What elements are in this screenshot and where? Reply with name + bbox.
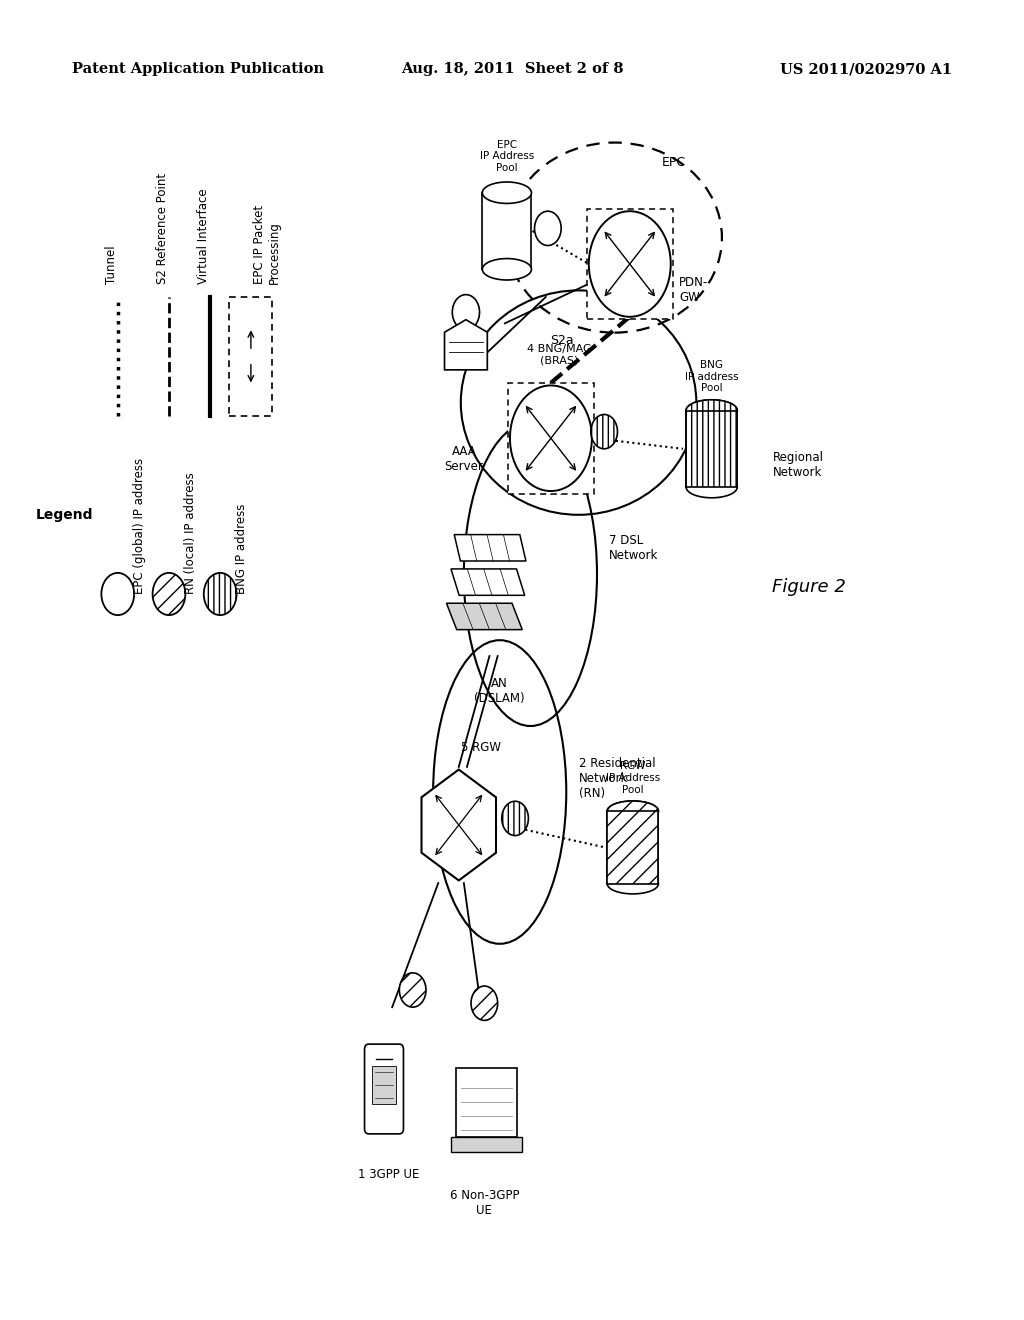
Polygon shape: [455, 535, 526, 561]
FancyBboxPatch shape: [229, 297, 272, 416]
Circle shape: [535, 211, 561, 246]
Text: S2 Reference Point: S2 Reference Point: [156, 173, 169, 284]
Text: RGW
IP Address
Pool: RGW IP Address Pool: [606, 762, 659, 795]
Text: Virtual Interface: Virtual Interface: [197, 189, 210, 284]
Circle shape: [453, 294, 479, 330]
Polygon shape: [422, 770, 496, 880]
Text: US 2011/0202970 A1: US 2011/0202970 A1: [780, 62, 952, 77]
Circle shape: [510, 385, 592, 491]
Text: AN
(DSLAM): AN (DSLAM): [474, 677, 525, 705]
Text: PDN-
GW: PDN- GW: [679, 276, 709, 305]
Text: 4 BNG/MAG
(BRAS): 4 BNG/MAG (BRAS): [526, 345, 592, 366]
Ellipse shape: [482, 182, 531, 203]
Circle shape: [204, 573, 237, 615]
Text: EPC
IP Address
Pool: EPC IP Address Pool: [480, 140, 534, 173]
Ellipse shape: [686, 400, 737, 421]
Text: 6 Non-3GPP
UE: 6 Non-3GPP UE: [450, 1189, 519, 1217]
Bar: [372, 1067, 396, 1104]
Circle shape: [589, 211, 671, 317]
Text: Figure 2: Figure 2: [772, 578, 846, 597]
Polygon shape: [451, 569, 524, 595]
Text: 7 DSL
Network: 7 DSL Network: [609, 533, 658, 562]
Ellipse shape: [686, 477, 737, 498]
Circle shape: [101, 573, 134, 615]
Text: S2a: S2a: [550, 334, 573, 347]
Text: BNG
IP address
Pool: BNG IP address Pool: [685, 360, 738, 393]
Bar: [686, 411, 737, 487]
Text: 5 RGW: 5 RGW: [461, 741, 502, 754]
Polygon shape: [444, 319, 487, 370]
Ellipse shape: [607, 801, 658, 821]
Text: BNG IP address: BNG IP address: [236, 504, 248, 594]
Bar: [456, 1068, 517, 1137]
Text: Patent Application Publication: Patent Application Publication: [72, 62, 324, 77]
Text: Tunnel: Tunnel: [104, 246, 118, 284]
Text: EPC (global) IP address: EPC (global) IP address: [133, 458, 145, 594]
FancyBboxPatch shape: [365, 1044, 403, 1134]
Text: EPC: EPC: [662, 156, 686, 169]
Bar: [451, 1137, 522, 1152]
Text: EPC IP Packet
Processing: EPC IP Packet Processing: [253, 205, 281, 284]
FancyBboxPatch shape: [587, 209, 673, 319]
Ellipse shape: [607, 801, 658, 821]
FancyBboxPatch shape: [508, 383, 594, 494]
Bar: [607, 810, 658, 884]
Text: RN (local) IP address: RN (local) IP address: [184, 473, 197, 594]
Circle shape: [471, 986, 498, 1020]
Text: Aug. 18, 2011  Sheet 2 of 8: Aug. 18, 2011 Sheet 2 of 8: [400, 62, 624, 77]
Circle shape: [502, 801, 528, 836]
Text: Regional
Network: Regional Network: [773, 450, 824, 479]
Text: 2 Residential
Network
(RN): 2 Residential Network (RN): [579, 758, 655, 800]
Bar: [686, 411, 737, 487]
Bar: [607, 810, 658, 884]
Polygon shape: [446, 603, 522, 630]
Text: AAA
Server: AAA Server: [444, 445, 483, 473]
Text: 1 3GPP UE: 1 3GPP UE: [358, 1168, 420, 1181]
Text: Legend: Legend: [36, 508, 93, 523]
Ellipse shape: [607, 874, 658, 894]
Circle shape: [399, 973, 426, 1007]
Ellipse shape: [482, 259, 531, 280]
Bar: [482, 193, 531, 269]
Circle shape: [153, 573, 185, 615]
Ellipse shape: [686, 400, 737, 421]
Circle shape: [591, 414, 617, 449]
